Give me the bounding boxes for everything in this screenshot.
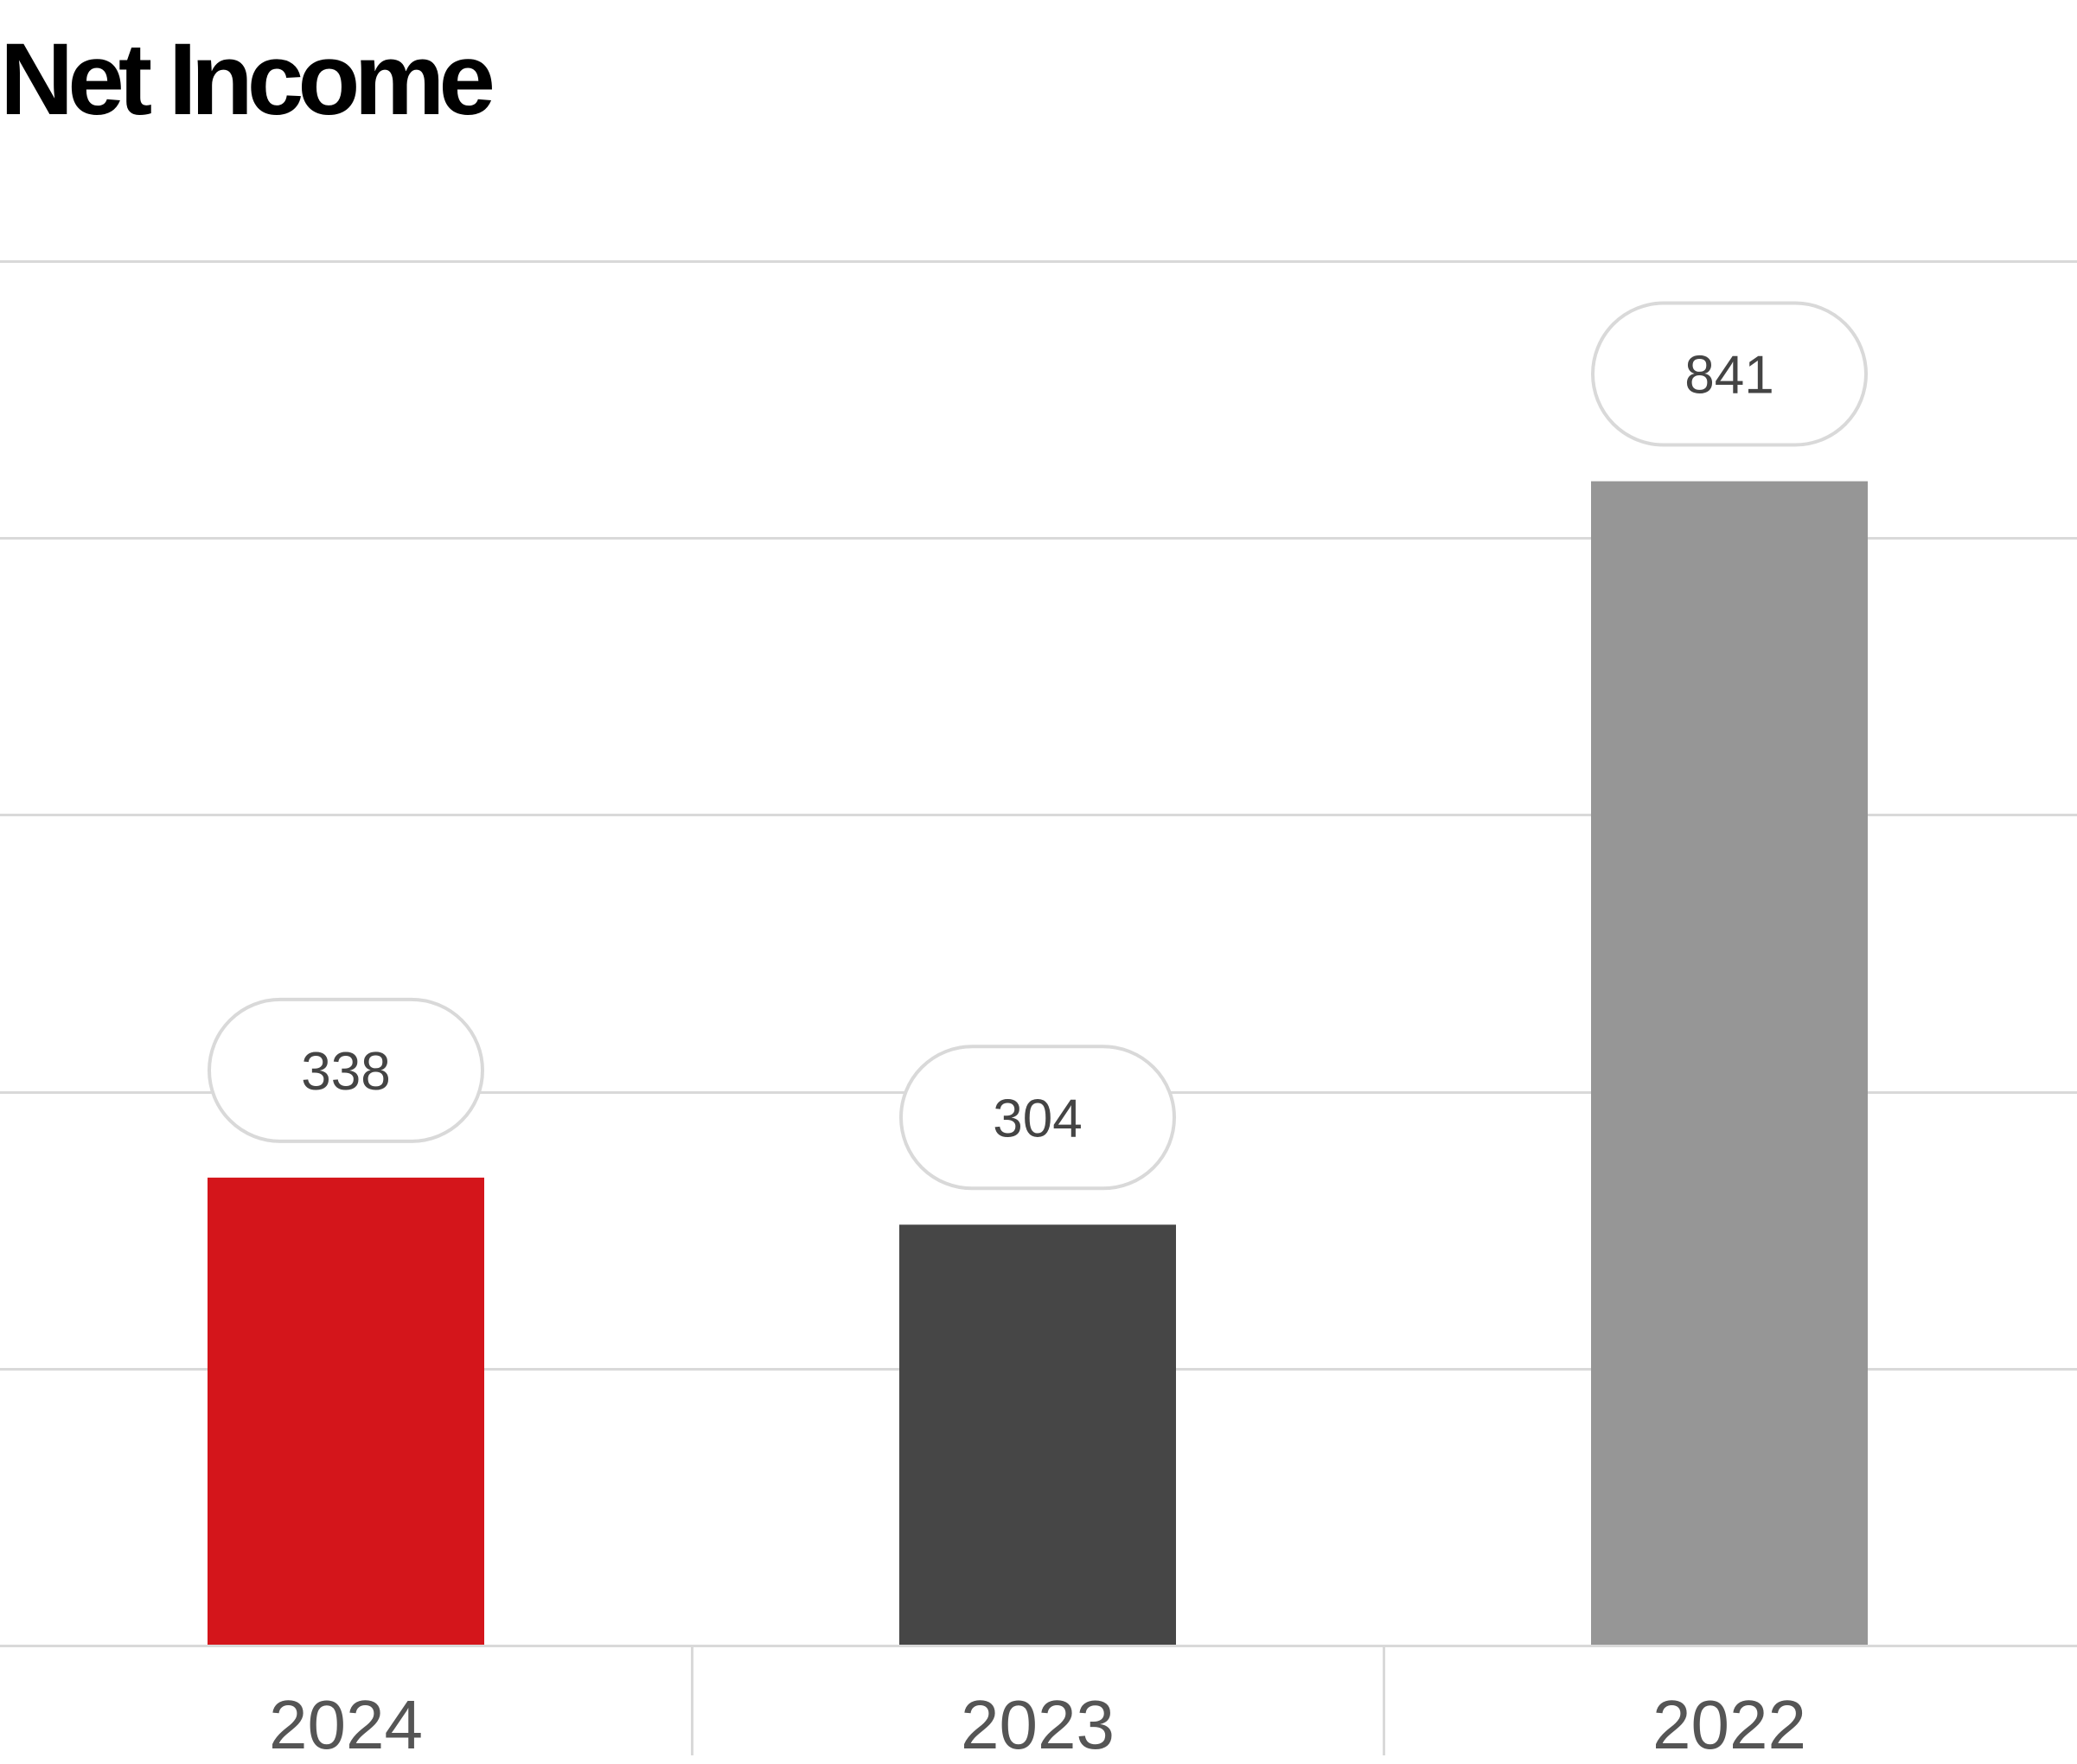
- bar-2022: [1591, 481, 1868, 1646]
- x-tick-label: 2024: [269, 1686, 423, 1763]
- bars: [208, 481, 1868, 1646]
- value-labels: 338 304 841: [208, 301, 1868, 1191]
- value-label: 841: [1684, 346, 1773, 406]
- x-tick-label: 2022: [1652, 1686, 1806, 1763]
- bar-2023: [899, 1224, 1176, 1646]
- x-tick-label: 2023: [961, 1686, 1115, 1763]
- value-label-pill: [208, 997, 484, 1143]
- value-label: 338: [301, 1042, 390, 1102]
- x-axis: 2024 2023 2022: [0, 1645, 2077, 1763]
- value-label-pill: [1591, 301, 1868, 447]
- value-label-pill: [899, 1045, 1176, 1191]
- value-label: 304: [993, 1089, 1082, 1148]
- chart-title: Net Income: [0, 22, 495, 137]
- bar-2024: [208, 1177, 484, 1646]
